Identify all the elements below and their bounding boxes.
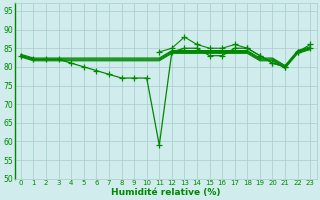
X-axis label: Humidité relative (%): Humidité relative (%) — [111, 188, 220, 197]
